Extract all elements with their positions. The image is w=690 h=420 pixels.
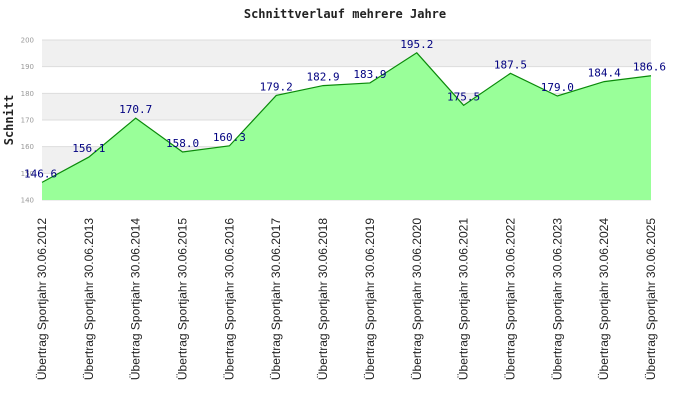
data-label: 184.4: [588, 67, 621, 80]
data-label: 156.1: [72, 142, 105, 155]
plot-band: [42, 40, 651, 67]
data-label: 182.9: [307, 71, 340, 84]
x-tick-label: Übertrag Sportjahr 30.06.2014: [129, 218, 143, 380]
y-tick-label: 140: [21, 197, 34, 205]
data-label: 158.0: [166, 137, 199, 150]
data-label: 179.2: [260, 80, 293, 93]
y-tick-label: 200: [21, 37, 34, 45]
y-tick-label: 180: [21, 90, 34, 98]
x-tick-label: Übertrag Sportjahr 30.06.2015: [176, 218, 190, 380]
x-tick-label: Übertrag Sportjahr 30.06.2019: [363, 218, 377, 380]
x-tick-label: Übertrag Sportjahr 30.06.2012: [35, 218, 49, 380]
y-tick-label: 160: [21, 143, 34, 151]
data-label: 160.3: [213, 131, 246, 144]
data-label: 183.9: [353, 68, 386, 81]
x-tick-label: Übertrag Sportjahr 30.06.2020: [410, 218, 424, 380]
x-tick-label: Übertrag Sportjahr 30.06.2018: [316, 218, 330, 380]
chart-title: Schnittverlauf mehrere Jahre: [244, 7, 446, 21]
y-tick-label: 170: [21, 117, 34, 125]
x-tick-label: Übertrag Sportjahr 30.06.2013: [82, 218, 96, 380]
data-label: 179.0: [541, 81, 574, 94]
x-tick-label: Übertrag Sportjahr 30.06.2023: [550, 218, 564, 380]
x-tick-label: Übertrag Sportjahr 30.06.2022: [503, 218, 517, 380]
x-tick-label: Übertrag Sportjahr 30.06.2017: [269, 218, 283, 380]
area-fill: [42, 52, 651, 200]
x-axis-ticks: Übertrag Sportjahr 30.06.2012 Übertrag Sp…: [35, 218, 658, 380]
data-labels: 146.6 156.1 170.7 158.0 160.3 179.2 182.9 183.9…: [24, 38, 666, 181]
y-axis-ticks: 140 150 160 170 180 190 200: [21, 37, 34, 205]
series-area: [41, 52, 652, 200]
x-tick-label: Übertrag Sportjahr 30.06.2025: [644, 218, 658, 380]
x-tick-label: Übertrag Sportjahr 30.06.2024: [597, 218, 611, 380]
y-tick-label: 150: [21, 170, 34, 178]
data-label: 175.5: [447, 90, 480, 103]
data-label: 146.6: [24, 167, 57, 180]
data-label: 170.7: [119, 103, 152, 116]
data-label: 186.6: [633, 61, 666, 74]
x-tick-label: Übertrag Sportjahr 30.06.2021: [457, 218, 471, 380]
x-tick-label: Übertrag Sportjahr 30.06.2016: [222, 218, 236, 380]
y-tick-label: 190: [21, 63, 34, 71]
series-line: [41, 52, 652, 183]
data-label: 195.2: [400, 38, 433, 51]
y-axis-label: Schnitt: [2, 95, 16, 146]
data-label: 187.5: [494, 58, 527, 71]
